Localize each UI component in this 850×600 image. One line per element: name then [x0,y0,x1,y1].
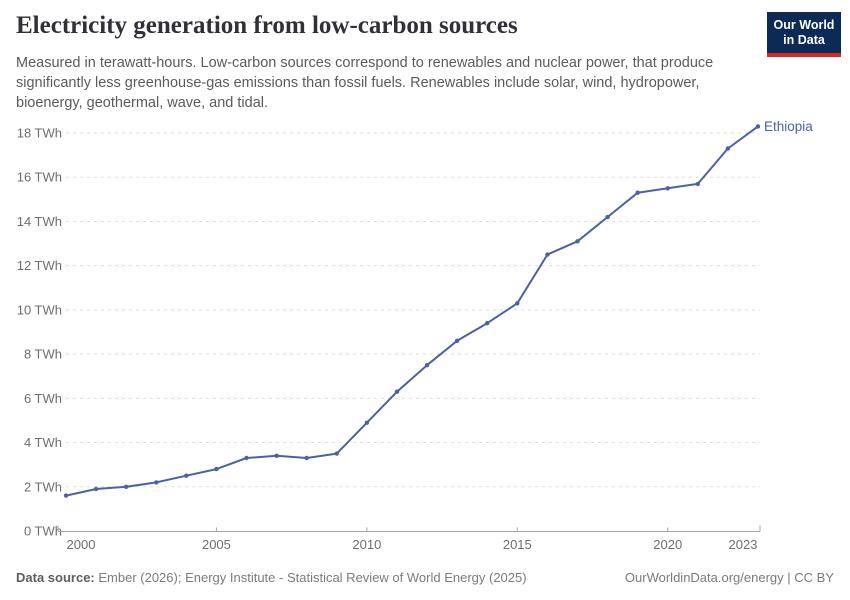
data-point[interactable] [635,190,640,195]
x-axis-tick-label: 2023 [729,537,758,552]
chart-footer: Data source: Ember (2026); Energy Instit… [16,570,834,585]
y-axis-tick-label: 0 TWh [24,524,62,539]
data-point[interactable] [304,455,309,461]
data-source-note: Data source: Ember (2026); Energy Instit… [16,570,527,585]
data-point[interactable] [244,455,249,461]
y-axis-tick-label: 18 TWh [17,126,62,141]
y-axis-tick-label: 16 TWh [17,170,62,185]
y-axis-tick-label: 10 TWh [17,302,62,317]
y-axis-tick-label: 14 TWh [17,214,62,229]
y-axis-tick-label: 4 TWh [24,435,62,450]
data-point[interactable] [485,321,490,326]
owid-link[interactable]: OurWorldinData.org/energy [624,570,784,585]
y-axis-tick-label: 8 TWh [24,347,62,362]
owid-logo-line2: in Data [783,32,825,47]
data-point[interactable] [424,363,430,368]
line-series-ethiopia[interactable] [65,125,759,497]
x-axis-tick-label: 2010 [352,537,381,552]
x-axis-tick-label: 2015 [503,537,532,552]
x-axis-tick-label: 2005 [202,537,231,552]
entity-label[interactable]: Ethiopia [764,119,813,134]
data-point[interactable] [755,124,761,129]
data-point[interactable] [605,214,610,220]
data-point[interactable] [334,451,339,456]
y-axis-tick-label: 2 TWh [24,479,62,494]
data-point[interactable] [665,186,670,191]
footer-credit: OurWorldinData.org/energy | CC BY [625,570,834,585]
data-source-value: Ember (2026); Energy Institute - Statist… [94,570,527,585]
data-point[interactable] [695,181,700,187]
data-point[interactable] [274,453,279,458]
data-point[interactable] [515,301,520,306]
data-point[interactable] [364,420,370,425]
data-point[interactable] [214,466,219,472]
data-point[interactable] [575,239,580,244]
data-point[interactable] [124,484,129,489]
x-axis-tick-label: 2000 [67,537,96,552]
data-point[interactable] [63,493,69,498]
y-axis-tick-label: 12 TWh [17,258,62,273]
license-separator: | [783,570,795,585]
data-source-label: Data source: [16,570,95,585]
license-label[interactable]: CC BY [794,570,834,585]
chart-subtitle: Measured in terawatt-hours. Low-carbon s… [16,55,714,111]
data-point[interactable] [454,338,460,343]
data-point[interactable] [93,486,99,492]
x-axis-tick-label: 2020 [653,537,682,552]
owid-logo-line1: Our World [773,17,835,32]
y-axis-tick-label: 6 TWh [24,391,62,406]
data-point[interactable] [154,480,159,485]
data-point[interactable] [545,252,550,257]
page-title: Electricity generation from low-carbon s… [16,12,518,39]
owid-logo[interactable]: Our World in Data [767,12,841,57]
data-point[interactable] [394,389,400,394]
data-point[interactable] [725,146,731,151]
data-point[interactable] [184,473,189,478]
